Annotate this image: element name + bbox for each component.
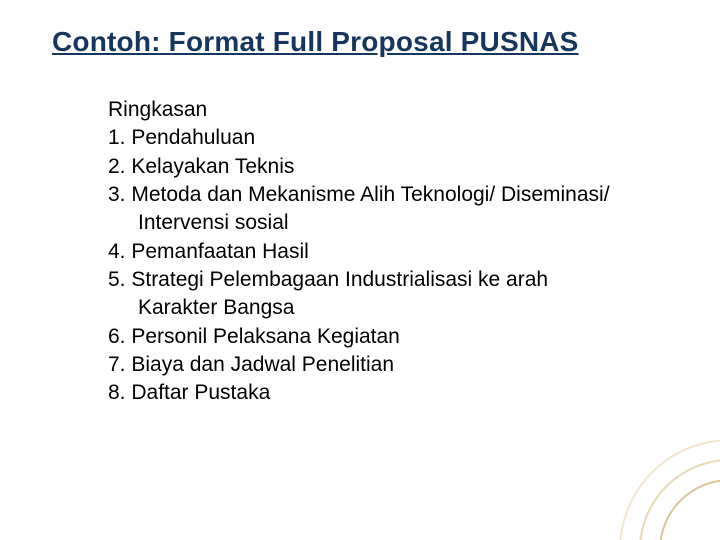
outline-line: Ringkasan [108, 96, 668, 124]
outline-line-continuation: Intervensi sosial [108, 209, 668, 237]
outline-line: 2. Kelayakan Teknis [108, 153, 668, 181]
outline-line-continuation: Karakter Bangsa [108, 294, 668, 322]
outline-line: 4. Pemanfaatan Hasil [108, 238, 668, 266]
slide-body: Ringkasan 1. Pendahuluan 2. Kelayakan Te… [108, 96, 668, 408]
corner-decoration-icon [600, 420, 720, 540]
outline-line: 5. Strategi Pelembagaan Industrialisasi … [108, 266, 668, 294]
outline-line: 7. Biaya dan Jadwal Penelitian [108, 351, 668, 379]
outline-line: 3. Metoda dan Mekanisme Alih Teknologi/ … [108, 181, 668, 209]
slide-title: Contoh: Format Full Proposal PUSNAS [52, 26, 579, 58]
outline-line: 8. Daftar Pustaka [108, 379, 668, 407]
outline-line: 1. Pendahuluan [108, 124, 668, 152]
outline-line: 6. Personil Pelaksana Kegiatan [108, 323, 668, 351]
